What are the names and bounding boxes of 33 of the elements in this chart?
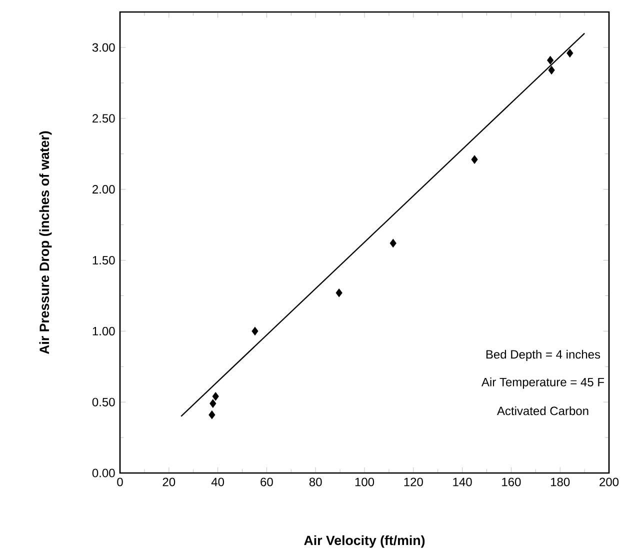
point xyxy=(208,410,216,420)
point xyxy=(390,238,396,248)
annotation: Activated Carbon xyxy=(496,406,588,416)
x-tick-label: 60 xyxy=(260,478,273,486)
x-tick-label: 40 xyxy=(211,478,224,486)
point xyxy=(336,288,342,298)
y-tick-label: 1.50 xyxy=(92,256,115,264)
x-tick-label: 200 xyxy=(600,478,619,486)
y-tick-label: 3.00 xyxy=(92,43,115,52)
point xyxy=(471,155,478,164)
x-tick-label: 0 xyxy=(117,478,123,486)
x-tick-label: 120 xyxy=(404,478,423,486)
y-tick-label: 2.00 xyxy=(92,185,115,194)
x-tick-label: 160 xyxy=(502,478,521,486)
point xyxy=(252,326,258,336)
y-tick-label: 0.00 xyxy=(92,468,115,478)
x-axis-title: Air Velocity (ft/min) xyxy=(304,535,425,548)
y-tick-label: 2.50 xyxy=(92,114,115,123)
annotation: Air Temperature = 45 F xyxy=(481,378,604,389)
y-axis-title: Air Pressure Drop (inches of water) xyxy=(39,131,52,354)
y-tick-label: 1.00 xyxy=(92,326,115,336)
y-tick-label: 0.50 xyxy=(92,398,115,406)
point xyxy=(212,392,219,401)
x-tick-label: 140 xyxy=(453,478,472,486)
x-tick-label: 80 xyxy=(309,478,322,486)
point xyxy=(566,48,574,58)
x-tick-label: 180 xyxy=(551,478,570,486)
point xyxy=(547,56,554,64)
point xyxy=(548,66,555,74)
point xyxy=(210,399,216,408)
x-tick-label: 20 xyxy=(162,478,176,486)
x-tick-label: 100 xyxy=(355,478,374,486)
annotation: Bed Depth = 4 inches xyxy=(486,350,600,362)
